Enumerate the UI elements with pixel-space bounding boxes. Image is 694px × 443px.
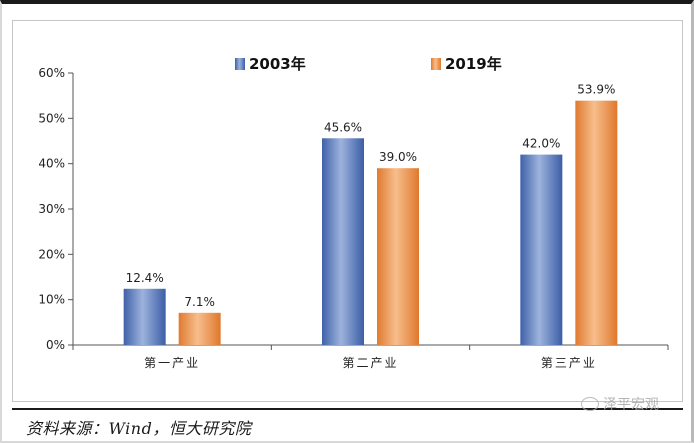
bar	[123, 288, 166, 345]
bar	[520, 154, 563, 345]
x-tick-label: 第二产业	[342, 356, 398, 370]
y-tick-label: 20%	[38, 247, 65, 261]
data-label: 53.9%	[577, 83, 615, 97]
source-divider	[12, 408, 683, 410]
data-label: 12.4%	[126, 271, 164, 285]
y-tick-label: 50%	[38, 111, 65, 125]
legend-swatch	[431, 58, 441, 70]
source-note: 资料来源：Wind，恒大研究院	[26, 419, 252, 438]
bar	[377, 168, 419, 345]
watermark-text: 泽平宏观	[603, 397, 659, 413]
chart-area: 0% 10% 20% 30% 40% 50% 60% 第一产业 第二产业 第三产业 12.4% 7.…	[12, 20, 683, 402]
y-tick-label: 10%	[38, 293, 65, 307]
data-label: 42.0%	[522, 137, 560, 151]
legend-label: 2019年	[445, 55, 502, 73]
bar-chart: 0% 10% 20% 30% 40% 50% 60% 第一产业 第二产业 第三产业 12.4% 7.…	[38, 55, 669, 370]
data-label: 7.1%	[184, 295, 215, 309]
x-tick-label: 第一产业	[144, 356, 200, 370]
x-tick-label: 第三产业	[541, 356, 597, 370]
y-tick-label: 30%	[38, 202, 65, 216]
wechat-icon	[581, 397, 599, 411]
legend-swatch	[235, 58, 245, 70]
data-label: 45.6%	[324, 120, 362, 134]
data-label: 39.0%	[379, 150, 417, 164]
bar	[178, 312, 221, 345]
watermark: 泽平宏观	[581, 394, 659, 414]
bar	[322, 138, 364, 345]
y-tick-label: 0%	[46, 338, 65, 352]
bar	[575, 100, 618, 345]
y-tick-label: 60%	[38, 66, 65, 80]
y-tick-label: 40%	[38, 157, 65, 171]
legend-label: 2003年	[249, 55, 306, 73]
